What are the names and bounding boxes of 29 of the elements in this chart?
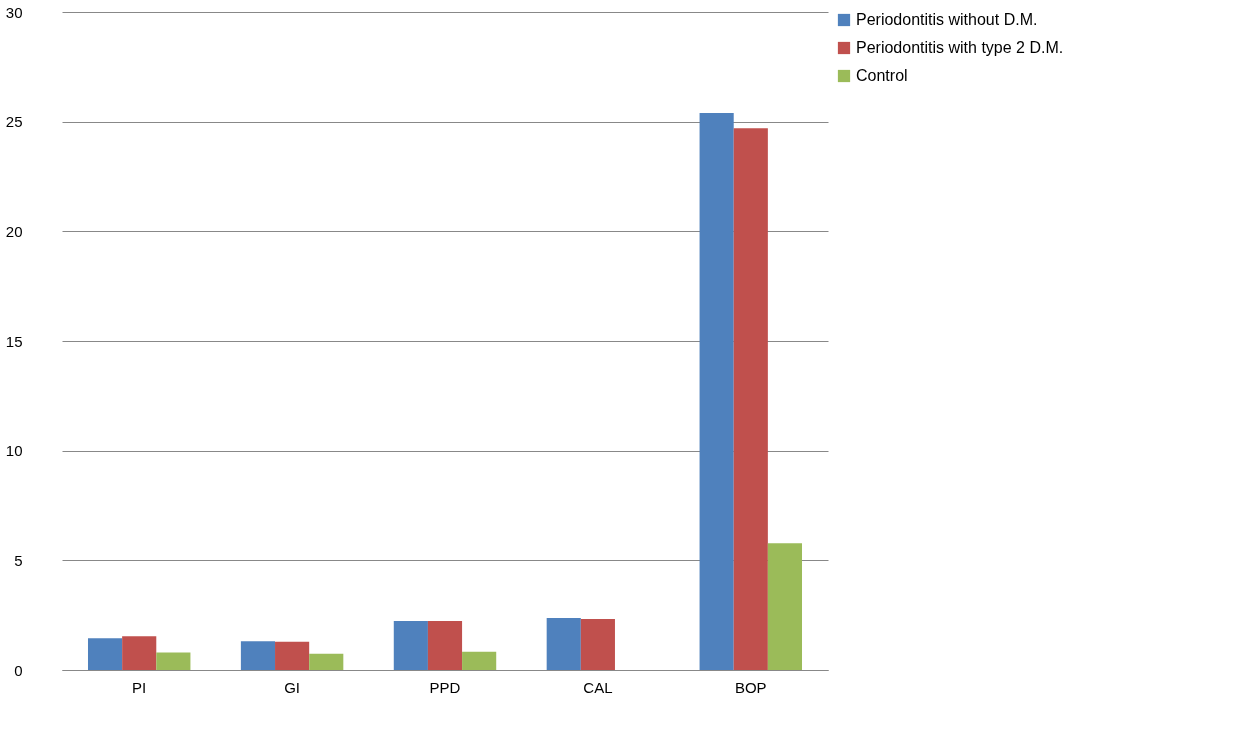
legend-label: Periodontitis with type 2 D.M. xyxy=(856,39,1064,56)
bar xyxy=(699,112,734,670)
bar xyxy=(393,621,428,670)
y-tick-label: 10 xyxy=(5,442,23,460)
bar xyxy=(87,638,123,670)
x-tick-label: PI xyxy=(132,678,147,696)
bar xyxy=(546,618,581,670)
y-tick-label: 5 xyxy=(14,551,23,569)
x-tick-label: CAL xyxy=(583,678,613,696)
x-tick-label: BOP xyxy=(734,678,767,696)
legend-label: Periodontitis without D.M. xyxy=(856,11,1038,28)
x-tick-label: PPD xyxy=(429,678,461,696)
y-tick-label: 15 xyxy=(5,332,23,350)
bar xyxy=(462,651,497,670)
bar xyxy=(427,621,463,670)
bar xyxy=(733,128,768,670)
legend-label: Control xyxy=(856,67,908,84)
bar xyxy=(275,641,310,670)
bar xyxy=(767,543,803,670)
y-tick-label: 25 xyxy=(5,113,23,131)
y-tick-label: 0 xyxy=(14,661,23,679)
bar xyxy=(309,653,344,670)
bar xyxy=(240,641,276,670)
bar xyxy=(156,652,191,670)
x-tick-label: GI xyxy=(284,678,301,696)
y-tick-label: 20 xyxy=(5,222,23,240)
bar xyxy=(580,619,615,670)
bar xyxy=(122,636,157,670)
y-tick-label: 30 xyxy=(5,3,23,21)
